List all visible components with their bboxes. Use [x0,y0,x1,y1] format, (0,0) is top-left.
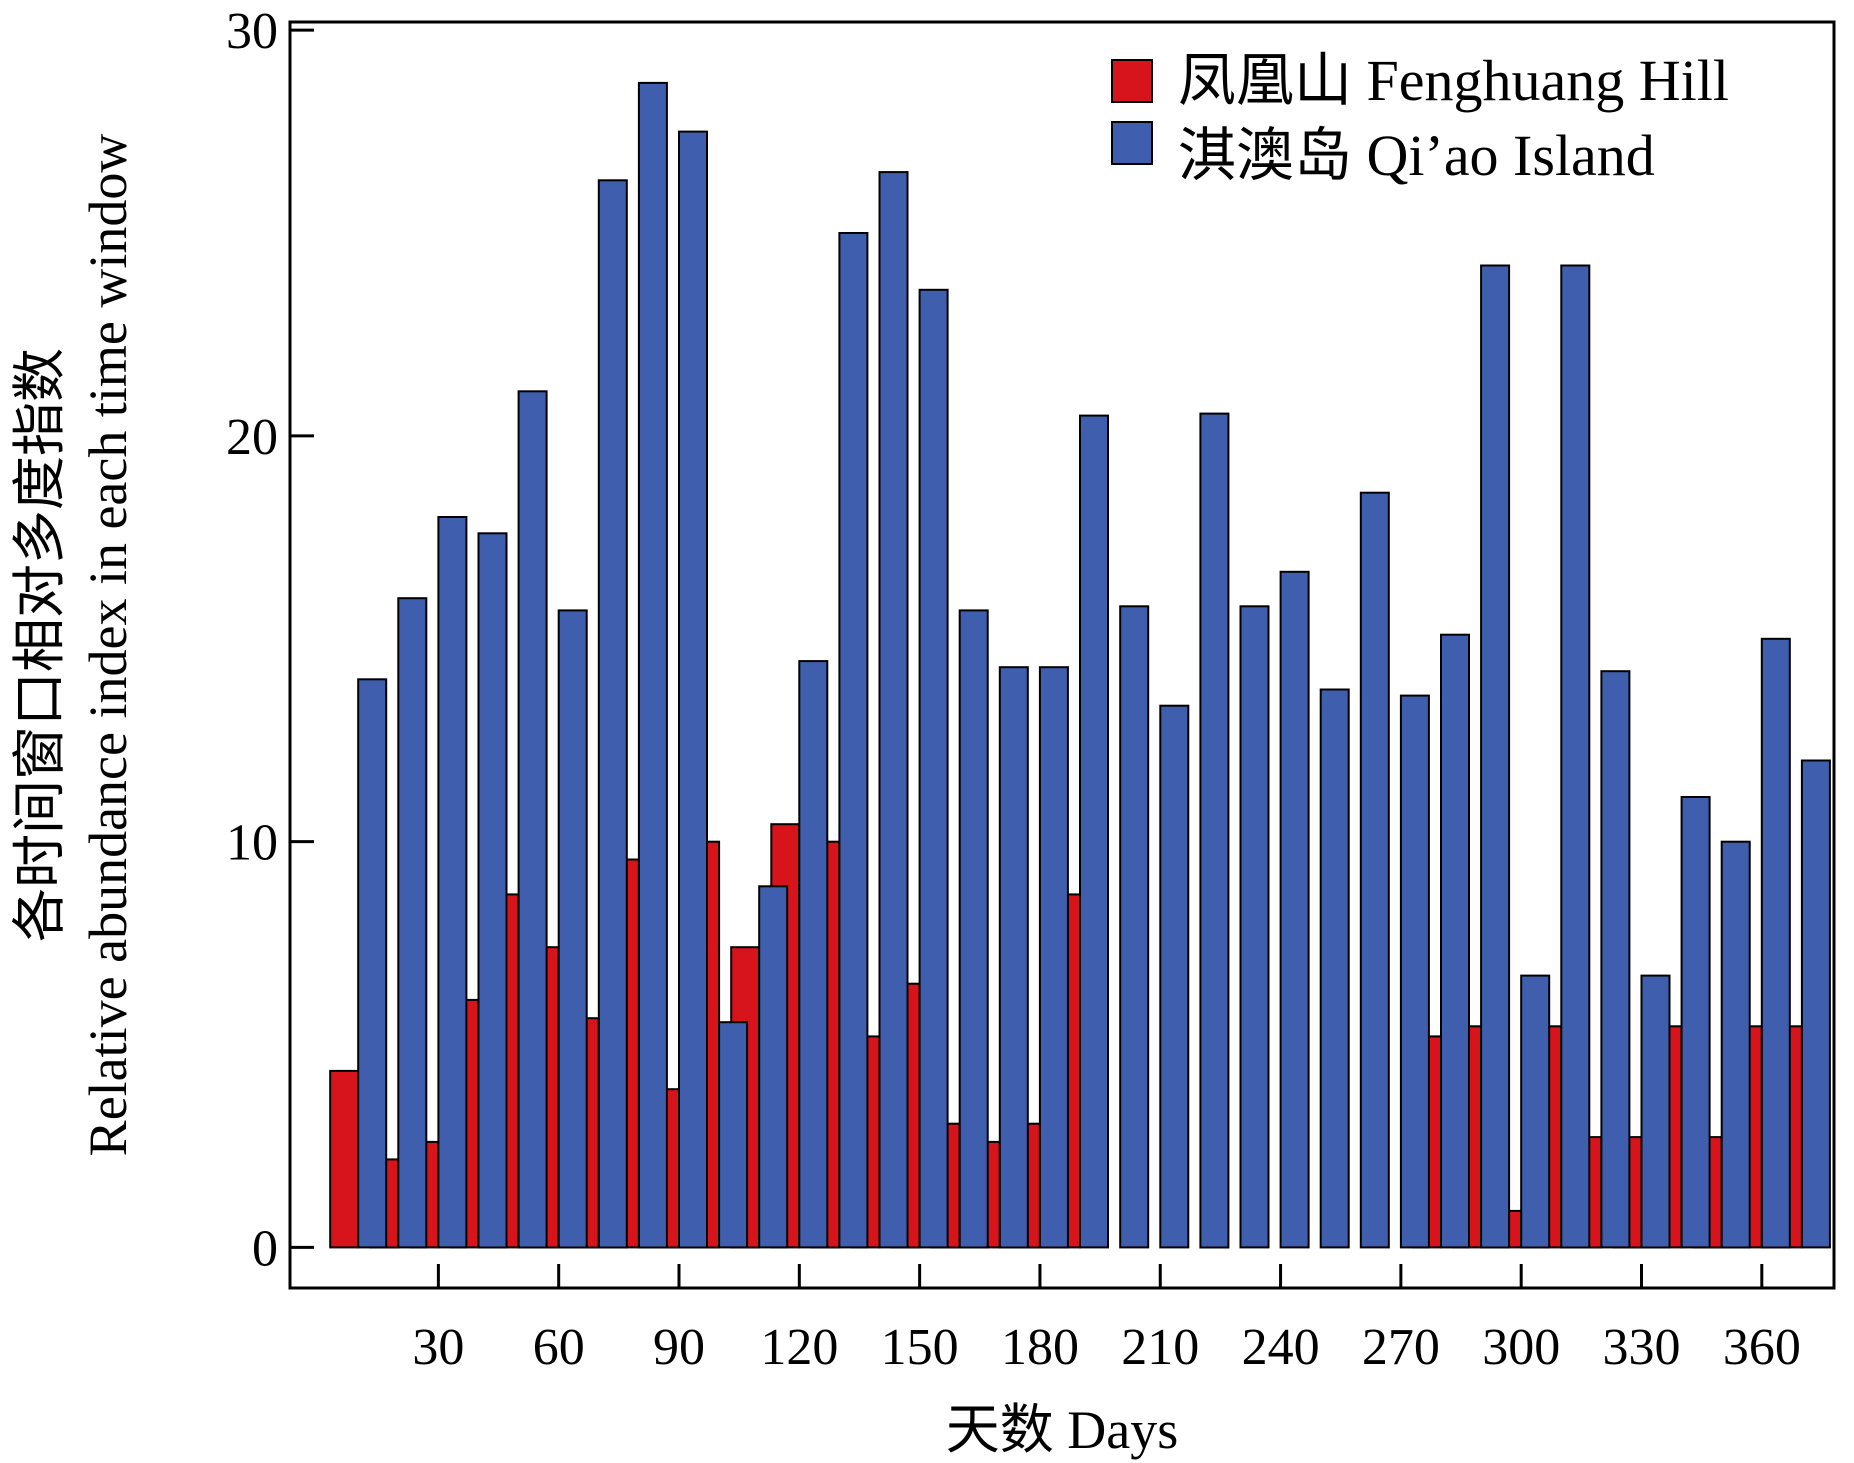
plot-frame [288,20,1836,1290]
legend-label-qiao: 淇澳岛 Qi’ao Island [1178,123,1655,188]
y-tick-label-0: 0 [252,1220,278,1277]
bar-qiao-90 [678,130,708,1249]
bar-qiao-240 [1279,570,1310,1249]
y-tick-label-30: 30 [226,3,278,60]
bar-qiao-100 [718,1021,749,1249]
bar-qiao-280 [1440,633,1470,1249]
bar-qiao-160 [958,609,989,1249]
x-tick-label-330: 330 [1603,1319,1681,1376]
bar-qiao-170 [998,666,1029,1249]
bar-qiao-80 [637,81,668,1249]
bar-qiao-260 [1359,491,1390,1249]
bar-qiao-30 [437,516,468,1249]
y-axis-label-english: Relative abundance index in each time wi… [78,134,138,1157]
bar-qiao-220 [1199,412,1230,1249]
x-tick-label-240: 240 [1242,1319,1320,1376]
x-tick-label-60: 60 [533,1319,585,1376]
x-tick-label-210: 210 [1121,1319,1199,1376]
bar-qiao-300 [1520,974,1551,1249]
bar-qiao-140 [878,171,909,1249]
x-tick-label-360: 360 [1723,1319,1801,1376]
bar-qiao-360 [1760,637,1791,1249]
legend-swatch-fenghuang [1111,59,1153,103]
bar-qiao-120 [798,660,829,1249]
bar-qiao-310 [1560,264,1591,1249]
bar-qiao-130 [838,232,869,1249]
x-tick-label-120: 120 [760,1319,838,1376]
bar-qiao-250 [1319,688,1350,1249]
bar-qiao-210 [1159,704,1190,1249]
bar-qiao-350 [1720,840,1751,1249]
bar-qiao-10 [357,678,388,1249]
bar-qiao-180 [1038,666,1069,1249]
legend: 凤凰山 Fenghuang Hill 淇澳岛 Qi’ao Island [1111,48,1729,188]
x-tick-label-300: 300 [1482,1319,1560,1376]
bar-qiao-150 [918,288,949,1249]
y-axis-label-chinese: 各时间窗口相对多度指数 [10,348,70,942]
bar-qiao-340 [1680,796,1711,1249]
x-axis: 30 60 90 120 150 180 210 240 270 300 330 360 [412,1264,1801,1376]
bar-qiao-190 [1079,414,1109,1249]
x-tick-label-30: 30 [412,1319,464,1376]
x-tick-label-270: 270 [1362,1319,1440,1376]
x-tick-label-180: 180 [1001,1319,1079,1376]
y-tick-label-10: 10 [226,815,278,872]
bar-qiao-60 [557,609,588,1249]
bar-qiao-330 [1640,974,1671,1249]
bar-qiao-370 [1800,759,1831,1249]
bar-qiao-110 [758,885,789,1249]
y-tick-label-20: 20 [226,409,278,466]
bar-qiao-230 [1239,605,1270,1249]
x-axis-label: 天数 Days [946,1400,1178,1460]
bar-qiao-20 [397,597,428,1249]
bar-qiao-40 [477,532,508,1249]
bars-group [329,81,1831,1249]
bar-qiao-320 [1600,670,1631,1249]
x-tick-label-150: 150 [881,1319,959,1376]
bar-qiao-270 [1399,694,1430,1249]
legend-label-fenghuang: 凤凰山 Fenghuang Hill [1178,48,1729,113]
bar-qiao-70 [597,179,628,1249]
bar-fenghuang-10 [329,1069,360,1249]
y-axis-label: 各时间窗口相对多度指数 Relative abundance index in … [10,134,138,1157]
x-tick-label-90: 90 [653,1319,705,1376]
legend-swatch-qiao [1111,121,1153,165]
bar-qiao-200 [1119,605,1150,1249]
y-axis: 0 10 20 30 [226,3,314,1277]
bar-qiao-50 [517,390,548,1249]
bar-qiao-290 [1480,264,1511,1249]
